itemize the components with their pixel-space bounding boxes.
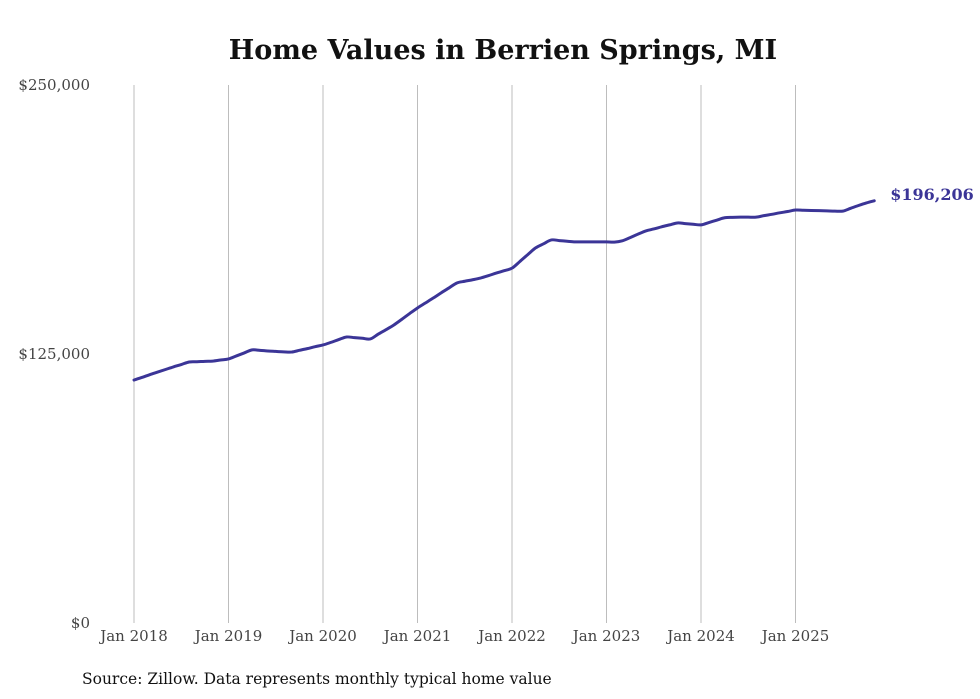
source-note: Source: Zillow. Data represents monthly … xyxy=(82,670,552,688)
series-line xyxy=(132,199,876,382)
x-tick-label: Jan 2018 xyxy=(98,627,168,645)
end-value-label: $196,206 xyxy=(890,185,974,204)
x-tick-label: Jan 2024 xyxy=(665,627,735,645)
y-tick-label: $0 xyxy=(71,614,90,632)
x-tick-label: Jan 2022 xyxy=(476,627,546,645)
x-tick-label: Jan 2025 xyxy=(760,627,830,645)
x-tick-label: Jan 2023 xyxy=(571,627,641,645)
y-tick-label: $250,000 xyxy=(18,76,90,94)
x-tick-label: Jan 2020 xyxy=(287,627,357,645)
chart-title: Home Values in Berrien Springs, MI xyxy=(229,35,777,66)
x-tick-label: Jan 2019 xyxy=(193,627,263,645)
x-tick-label: Jan 2021 xyxy=(382,627,452,645)
y-tick-label: $125,000 xyxy=(18,345,90,363)
